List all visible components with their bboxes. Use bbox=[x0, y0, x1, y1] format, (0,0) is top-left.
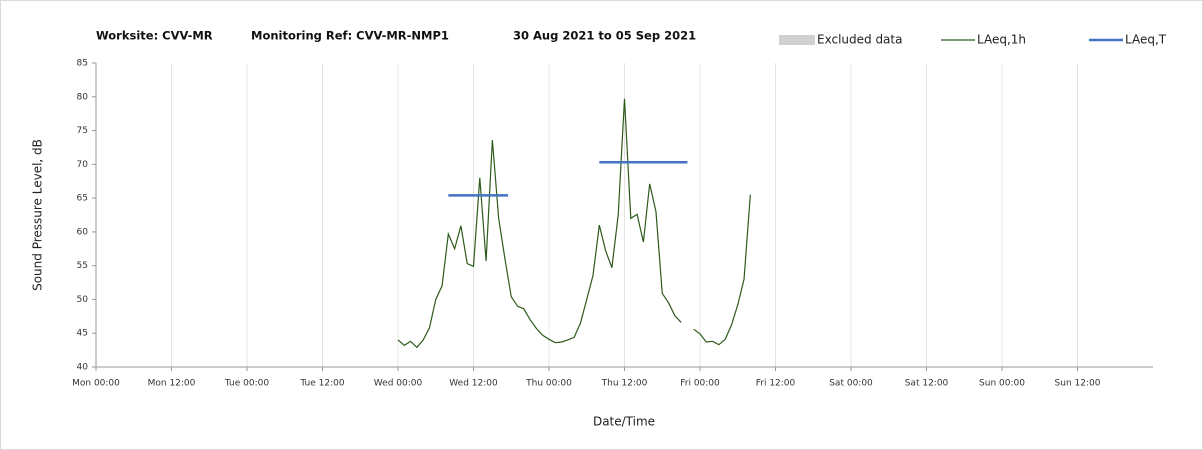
x-tick-label: Sat 00:00 bbox=[829, 379, 873, 389]
y-tick-label: 85 bbox=[77, 59, 88, 69]
x-tick-label: Mon 12:00 bbox=[148, 379, 196, 389]
x-tick-label: Wed 12:00 bbox=[449, 379, 498, 389]
chart-title: 30 Aug 2021 to 05 Sep 2021 bbox=[513, 29, 696, 43]
x-tick-label: Mon 00:00 bbox=[72, 379, 120, 389]
level-line bbox=[448, 161, 688, 197]
y-tick-label: 50 bbox=[77, 295, 89, 305]
y-tick-label: 65 bbox=[77, 194, 88, 204]
x-tick-label: Tue 12:00 bbox=[299, 379, 344, 389]
y-tick-label: 75 bbox=[77, 126, 88, 136]
legend-label: LAeq,1h bbox=[977, 33, 1026, 47]
legend-label: Excluded data bbox=[817, 33, 902, 47]
y-axis-label: Sound Pressure Level, dB bbox=[31, 139, 45, 291]
y-tick-label: 55 bbox=[77, 261, 88, 271]
chart-title: Monitoring Ref: CVV-MR-NMP1 bbox=[251, 29, 449, 43]
x-tick-label: Wed 00:00 bbox=[374, 379, 423, 389]
x-tick-label: Fri 00:00 bbox=[680, 379, 720, 389]
x-tick-label: Sun 12:00 bbox=[1055, 379, 1101, 389]
legend-swatch bbox=[779, 35, 815, 45]
x-axis-label: Date/Time bbox=[593, 415, 655, 429]
legend-label: LAeq,T bbox=[1125, 33, 1167, 47]
y-tick-label: 70 bbox=[77, 160, 89, 170]
x-tick-label: Fri 12:00 bbox=[756, 379, 796, 389]
y-tick-label: 60 bbox=[77, 227, 89, 237]
x-tick-label: Sat 12:00 bbox=[905, 379, 949, 389]
x-tick-label: Thu 00:00 bbox=[525, 379, 572, 389]
chart-title: Worksite: CVV-MR bbox=[96, 29, 213, 43]
x-tick-label: Sun 00:00 bbox=[979, 379, 1025, 389]
data-line bbox=[397, 98, 751, 349]
y-tick-label: 40 bbox=[77, 363, 89, 373]
y-tick-label: 80 bbox=[77, 92, 89, 102]
y-tick-label: 45 bbox=[77, 329, 88, 339]
x-tick-label: Thu 12:00 bbox=[601, 379, 648, 389]
x-tick-label: Tue 00:00 bbox=[224, 379, 269, 389]
